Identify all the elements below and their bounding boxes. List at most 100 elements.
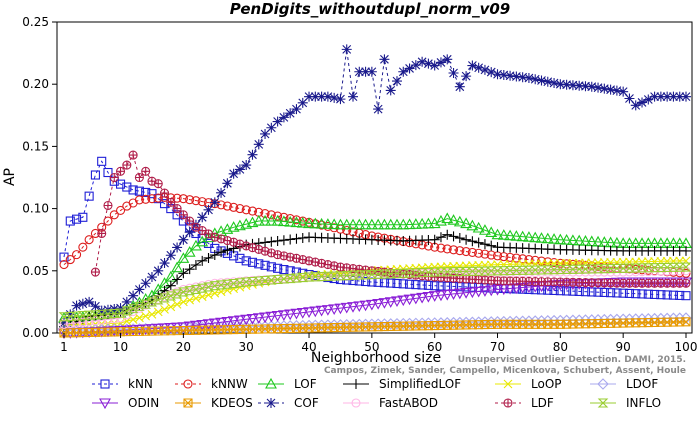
y-tick-label: 0.25 xyxy=(22,15,49,29)
legend-label: LDOF xyxy=(626,377,658,391)
data-point xyxy=(334,218,347,230)
data-point xyxy=(84,296,95,307)
data-point xyxy=(611,85,622,96)
data-point xyxy=(335,94,346,105)
data-point xyxy=(624,263,635,273)
data-point xyxy=(228,168,239,179)
data-point xyxy=(329,92,340,103)
data-point xyxy=(454,81,465,92)
data-point xyxy=(510,230,523,241)
data-point xyxy=(485,226,498,238)
data-point xyxy=(598,264,610,274)
data-point xyxy=(574,80,585,91)
data-point xyxy=(140,299,152,309)
data-point xyxy=(597,398,609,408)
x-tick-label: 10 xyxy=(113,340,128,354)
legend-item-lof: LOF xyxy=(258,377,317,391)
data-point xyxy=(72,318,82,328)
data-point xyxy=(291,233,302,244)
data-point xyxy=(473,237,484,248)
data-point xyxy=(460,266,472,276)
data-point xyxy=(448,267,459,277)
data-point xyxy=(321,218,334,229)
data-point xyxy=(681,317,691,327)
data-point xyxy=(492,266,503,276)
data-point xyxy=(183,398,193,408)
data-point xyxy=(185,216,195,226)
data-point xyxy=(309,306,322,318)
data-point xyxy=(372,218,385,230)
data-point xyxy=(661,262,673,272)
data-point xyxy=(128,185,138,195)
x-tick-label: 90 xyxy=(616,340,631,354)
data-point xyxy=(103,167,113,178)
data-point xyxy=(203,252,214,263)
data-point xyxy=(222,245,233,256)
data-point xyxy=(103,314,113,325)
data-point xyxy=(429,234,440,245)
legend-label: KDEOS xyxy=(211,396,253,410)
legend-label: INFLO xyxy=(626,396,661,410)
data-point xyxy=(165,291,177,301)
y-tick-label: 0.00 xyxy=(22,326,49,340)
data-point xyxy=(435,232,446,243)
legend-item-loop: LoOP xyxy=(495,377,562,391)
data-point xyxy=(84,316,94,327)
data-point xyxy=(303,272,315,282)
plot-frame xyxy=(56,21,693,334)
data-point xyxy=(246,314,259,325)
data-point xyxy=(185,295,195,305)
data-point xyxy=(215,280,227,290)
data-point xyxy=(405,279,415,289)
data-point xyxy=(77,298,88,309)
data-point xyxy=(681,291,691,301)
data-point xyxy=(473,62,484,73)
data-point xyxy=(341,44,352,55)
data-point xyxy=(121,296,132,307)
data-point xyxy=(461,71,472,82)
y-tick-label: 0.05 xyxy=(22,264,49,278)
data-point xyxy=(58,312,70,322)
data-point xyxy=(84,235,94,245)
series-inflo xyxy=(58,262,692,322)
data-point xyxy=(403,294,416,306)
data-point xyxy=(453,215,466,227)
data-point xyxy=(178,268,189,279)
data-point xyxy=(83,310,95,320)
y-axis-label: AP xyxy=(2,168,18,186)
data-point xyxy=(398,66,409,77)
data-point xyxy=(485,285,498,297)
data-point xyxy=(436,281,446,291)
data-point xyxy=(549,77,560,88)
data-point xyxy=(109,172,119,183)
data-point xyxy=(215,317,228,329)
data-point xyxy=(630,100,641,111)
data-point xyxy=(278,274,290,284)
legend-label: FastABOD xyxy=(379,396,438,410)
data-point xyxy=(291,215,302,225)
data-point xyxy=(391,268,403,279)
data-point xyxy=(266,236,277,247)
legend: kNN kNNW LOF SimplifiedLOF LoOP LDOF ODIN KDEOS… xyxy=(92,377,661,410)
data-point xyxy=(391,76,402,87)
data-point xyxy=(392,278,402,289)
data-point xyxy=(252,214,265,226)
legend-item-ldf: LDF xyxy=(495,396,554,410)
data-point xyxy=(90,301,101,312)
data-point xyxy=(328,271,340,281)
data-point xyxy=(410,268,422,278)
data-point xyxy=(147,309,157,319)
data-point xyxy=(655,263,667,273)
data-point xyxy=(504,266,516,276)
data-point xyxy=(480,249,490,259)
data-point xyxy=(674,262,686,272)
data-point xyxy=(549,258,559,268)
data-point xyxy=(517,265,528,275)
legend-label: LoOP xyxy=(531,377,562,391)
data-point xyxy=(316,271,327,282)
data-point xyxy=(209,250,220,261)
y-tick-label: 0.15 xyxy=(22,139,49,153)
data-point xyxy=(266,275,277,285)
data-point xyxy=(309,272,321,282)
data-point xyxy=(611,263,623,273)
